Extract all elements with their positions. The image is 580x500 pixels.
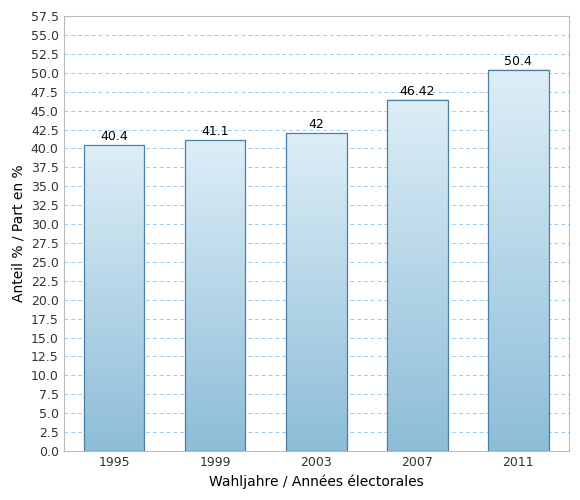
Bar	[185, 140, 245, 451]
Bar	[286, 134, 346, 451]
Text: 41.1: 41.1	[201, 125, 229, 138]
Text: 46.42: 46.42	[400, 84, 435, 98]
Bar	[488, 70, 549, 451]
Text: 40.4: 40.4	[100, 130, 128, 143]
X-axis label: Wahljahre / Années électorales: Wahljahre / Années électorales	[209, 474, 423, 489]
Y-axis label: Anteil % / Part en %: Anteil % / Part en %	[11, 164, 25, 302]
Text: 50.4: 50.4	[505, 54, 532, 68]
Bar	[387, 100, 448, 451]
Bar	[84, 146, 144, 451]
Text: 42: 42	[309, 118, 324, 131]
